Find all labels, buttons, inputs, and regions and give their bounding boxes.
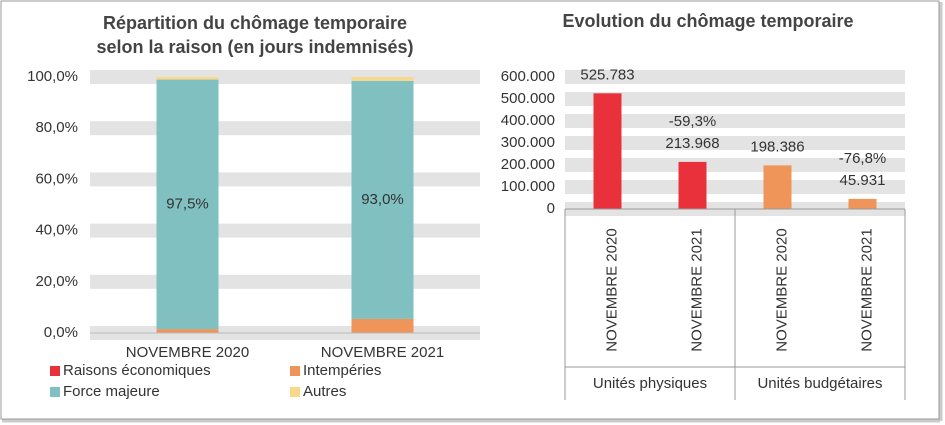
legend-label: Force majeure: [63, 383, 160, 400]
data-label: 93,0%: [361, 191, 404, 208]
y-tick-label: 0,0%: [44, 324, 78, 341]
change-label: -59,3%: [669, 113, 717, 130]
y-tick-label: 40,0%: [35, 222, 78, 239]
y-tick-label: 200.000: [501, 156, 555, 173]
bar-segment: [156, 79, 219, 330]
legend-swatch: [290, 387, 300, 397]
y-tick-label: 80,0%: [35, 119, 78, 136]
bar: [678, 161, 707, 209]
data-label: 198.386: [750, 138, 804, 155]
bar-segment: [351, 77, 414, 81]
bar-segment: [351, 318, 414, 333]
data-label: 97,5%: [166, 195, 209, 212]
bar-segment: [156, 77, 219, 80]
y-tick-label: 60,0%: [35, 170, 78, 187]
y-tick-label: 500.000: [501, 90, 555, 107]
x-tick-label: NOVEMBRE 2021: [858, 228, 875, 351]
bar: [593, 93, 622, 209]
data-label: 213.968: [665, 135, 719, 152]
y-tick-label: 100,0%: [27, 68, 78, 85]
bar: [763, 165, 792, 209]
legend-label: Raisons économiques: [63, 362, 211, 379]
y-tick-label: 400.000: [501, 112, 555, 129]
group-label: Unités physiques: [593, 375, 707, 392]
legend-swatch: [50, 387, 60, 397]
group-label: Unités budgétaires: [757, 375, 882, 392]
x-tick-label: NOVEMBRE 2020: [773, 228, 790, 351]
bar-segment: [351, 80, 414, 319]
y-tick-label: 0: [547, 200, 555, 217]
legend-label: Intempéries: [303, 362, 381, 379]
bar-segment: [156, 329, 219, 333]
change-label: -76,8%: [839, 150, 887, 167]
chart-title: Evolution du chômage temporaire: [562, 11, 853, 31]
y-tick-label: 100.000: [501, 178, 555, 195]
x-tick-label: NOVEMBRE 2021: [688, 228, 705, 351]
x-tick-label: NOVEMBRE 2021: [321, 344, 444, 361]
bar: [848, 198, 877, 209]
x-tick-label: NOVEMBRE 2020: [603, 228, 620, 351]
legend-swatch: [290, 366, 300, 376]
y-tick-label: 600.000: [501, 68, 555, 85]
legend-label: Autres: [303, 383, 346, 400]
data-label: 45.931: [840, 172, 886, 189]
data-label: 525.783: [580, 66, 634, 83]
legend-swatch: [50, 366, 60, 376]
chart-title: selon la raison (en jours indemnisés): [96, 37, 413, 57]
y-tick-label: 20,0%: [35, 273, 78, 290]
chart-title: Répartition du chômage temporaire: [103, 13, 407, 33]
y-tick-label: 300.000: [501, 134, 555, 151]
x-tick-label: NOVEMBRE 2020: [126, 344, 249, 361]
